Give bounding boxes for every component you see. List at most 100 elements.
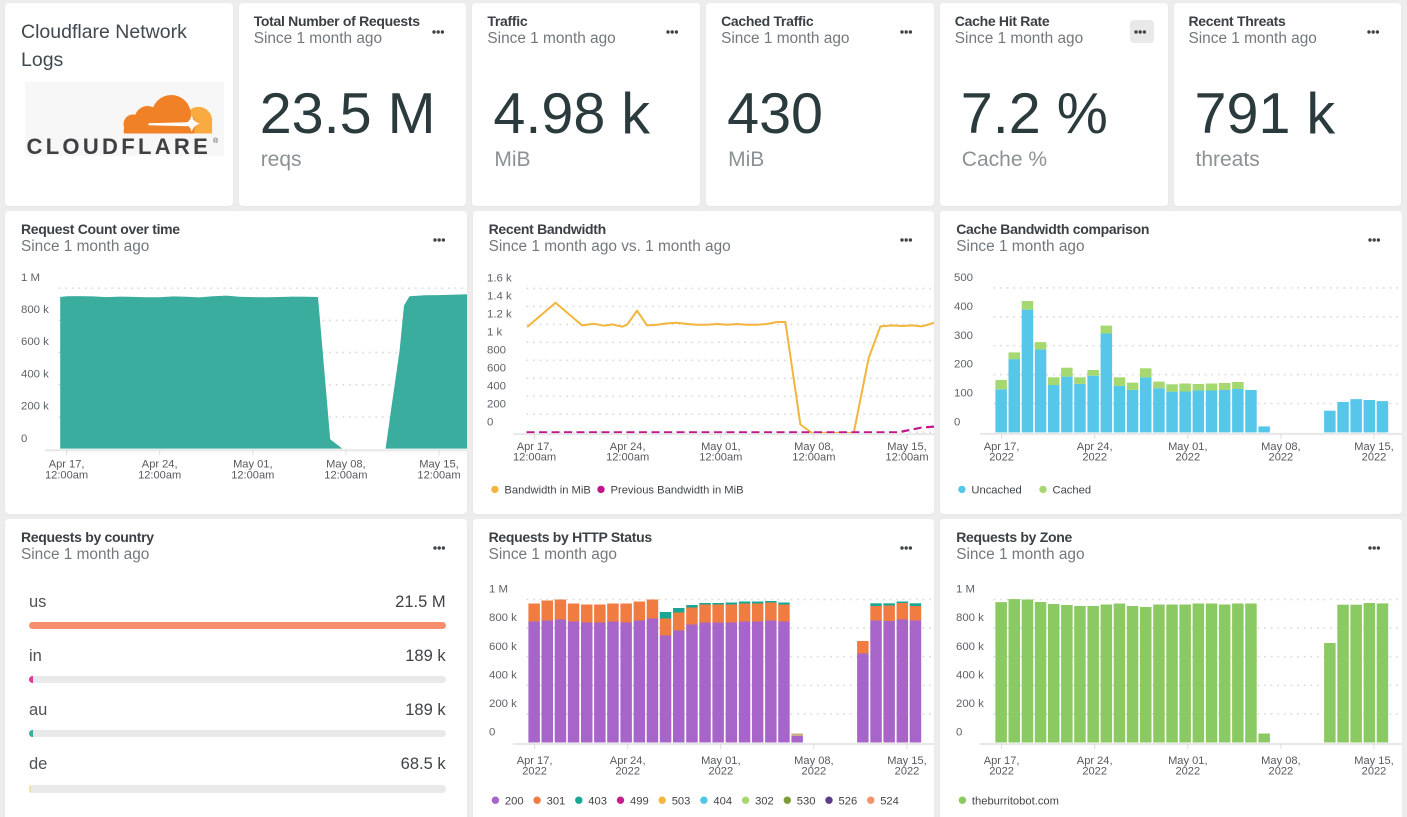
- svg-text:2022: 2022: [1362, 451, 1387, 463]
- svg-text:Apr 17,: Apr 17,: [49, 458, 85, 470]
- svg-text:200: 200: [504, 795, 523, 807]
- svg-text:100: 100: [954, 387, 973, 399]
- svg-text:Previous Bandwidth in MiB: Previous Bandwidth in MiB: [610, 484, 743, 496]
- svg-text:theburritobot.com: theburritobot.com: [972, 795, 1059, 807]
- svg-text:May 01,: May 01,: [701, 441, 740, 453]
- svg-text:301: 301: [546, 795, 565, 807]
- svg-text:2022: 2022: [989, 451, 1014, 463]
- svg-text:800 k: 800 k: [21, 304, 49, 316]
- svg-text:May 08,: May 08,: [794, 441, 833, 453]
- svg-text:May 15,: May 15,: [419, 458, 458, 470]
- svg-text:0: 0: [487, 416, 493, 428]
- svg-text:526: 526: [838, 795, 857, 807]
- svg-text:May 15,: May 15,: [887, 441, 926, 453]
- svg-text:2022: 2022: [1269, 765, 1294, 777]
- svg-text:12:00am: 12:00am: [885, 451, 928, 463]
- svg-text:200 k: 200 k: [956, 698, 984, 710]
- svg-text:2022: 2022: [615, 765, 640, 777]
- svg-text:530: 530: [796, 795, 815, 807]
- svg-text:Apr 17,: Apr 17,: [984, 441, 1020, 453]
- svg-text:1.4 k: 1.4 k: [487, 290, 512, 302]
- svg-text:Cached: Cached: [1053, 484, 1092, 496]
- svg-text:0: 0: [489, 726, 495, 738]
- svg-text:800: 800: [487, 344, 506, 356]
- svg-text:500: 500: [954, 272, 973, 284]
- svg-text:2022: 2022: [894, 765, 919, 777]
- svg-text:503: 503: [671, 795, 690, 807]
- svg-text:0: 0: [21, 432, 27, 444]
- svg-text:12:00am: 12:00am: [324, 469, 367, 481]
- svg-text:May 08,: May 08,: [1261, 755, 1300, 767]
- svg-text:600 k: 600 k: [21, 336, 49, 348]
- svg-text:May 08,: May 08,: [326, 458, 365, 470]
- svg-text:12:00am: 12:00am: [231, 469, 274, 481]
- svg-text:400 k: 400 k: [21, 368, 49, 380]
- svg-text:CLOUDFLARE: CLOUDFLARE: [26, 134, 211, 156]
- svg-text:May 01,: May 01,: [233, 458, 272, 470]
- svg-text:2022: 2022: [1083, 451, 1108, 463]
- svg-text:403: 403: [588, 795, 607, 807]
- svg-text:600 k: 600 k: [489, 640, 517, 652]
- svg-text:2022: 2022: [1083, 765, 1108, 777]
- svg-text:400: 400: [487, 380, 506, 392]
- svg-text:200 k: 200 k: [489, 698, 517, 710]
- svg-text:0: 0: [954, 416, 960, 428]
- svg-text:2022: 2022: [708, 765, 733, 777]
- svg-text:2022: 2022: [522, 765, 547, 777]
- svg-text:Apr 24,: Apr 24,: [1077, 441, 1113, 453]
- svg-text:Apr 24,: Apr 24,: [609, 755, 645, 767]
- svg-text:12:00am: 12:00am: [513, 451, 556, 463]
- svg-text:1.2 k: 1.2 k: [487, 308, 512, 320]
- svg-text:2022: 2022: [989, 765, 1014, 777]
- svg-text:1 M: 1 M: [489, 583, 508, 595]
- svg-text:499: 499: [630, 795, 649, 807]
- svg-text:Apr 17,: Apr 17,: [984, 755, 1020, 767]
- svg-text:12:00am: 12:00am: [45, 469, 88, 481]
- svg-text:Apr 17,: Apr 17,: [516, 441, 552, 453]
- svg-text:May 08,: May 08,: [1261, 441, 1300, 453]
- svg-text:12:00am: 12:00am: [606, 451, 649, 463]
- svg-text:200: 200: [487, 398, 506, 410]
- svg-text:2022: 2022: [1176, 451, 1201, 463]
- svg-text:800 k: 800 k: [956, 612, 984, 624]
- svg-text:524: 524: [880, 795, 899, 807]
- svg-text:12:00am: 12:00am: [792, 451, 835, 463]
- svg-text:404: 404: [713, 795, 732, 807]
- svg-text:Uncached: Uncached: [972, 484, 1022, 496]
- svg-text:200 k: 200 k: [21, 400, 49, 412]
- svg-text:Apr 17,: Apr 17,: [516, 755, 552, 767]
- svg-text:May 01,: May 01,: [1168, 441, 1207, 453]
- svg-text:12:00am: 12:00am: [417, 469, 460, 481]
- svg-text:2022: 2022: [1176, 765, 1201, 777]
- svg-text:0: 0: [956, 726, 962, 738]
- svg-text:800 k: 800 k: [489, 612, 517, 624]
- svg-text:2022: 2022: [1362, 765, 1387, 777]
- svg-text:400: 400: [954, 300, 973, 312]
- svg-text:Bandwidth in MiB: Bandwidth in MiB: [504, 484, 590, 496]
- svg-text:1 M: 1 M: [956, 583, 975, 595]
- svg-text:1.6 k: 1.6 k: [487, 272, 512, 284]
- svg-text:Apr 24,: Apr 24,: [1077, 755, 1113, 767]
- svg-text:200: 200: [954, 358, 973, 370]
- svg-text:Apr 24,: Apr 24,: [142, 458, 178, 470]
- svg-text:May 15,: May 15,: [887, 755, 926, 767]
- svg-text:600 k: 600 k: [956, 640, 984, 652]
- svg-text:2022: 2022: [1269, 451, 1294, 463]
- svg-text:400 k: 400 k: [956, 669, 984, 681]
- svg-text:2022: 2022: [801, 765, 826, 777]
- svg-text:1 M: 1 M: [21, 271, 40, 283]
- svg-text:600: 600: [487, 362, 506, 374]
- svg-text:302: 302: [755, 795, 774, 807]
- svg-text:1 k: 1 k: [487, 326, 502, 338]
- svg-text:12:00am: 12:00am: [138, 469, 181, 481]
- svg-text:May 01,: May 01,: [1168, 755, 1207, 767]
- svg-text:May 15,: May 15,: [1354, 755, 1393, 767]
- svg-text:12:00am: 12:00am: [699, 451, 742, 463]
- svg-text:May 15,: May 15,: [1354, 441, 1393, 453]
- svg-text:400 k: 400 k: [489, 669, 517, 681]
- svg-text:Apr 24,: Apr 24,: [609, 441, 645, 453]
- svg-text:May 08,: May 08,: [794, 755, 833, 767]
- svg-text:300: 300: [954, 329, 973, 341]
- svg-text:May 01,: May 01,: [701, 755, 740, 767]
- svg-text:®: ®: [213, 137, 219, 145]
